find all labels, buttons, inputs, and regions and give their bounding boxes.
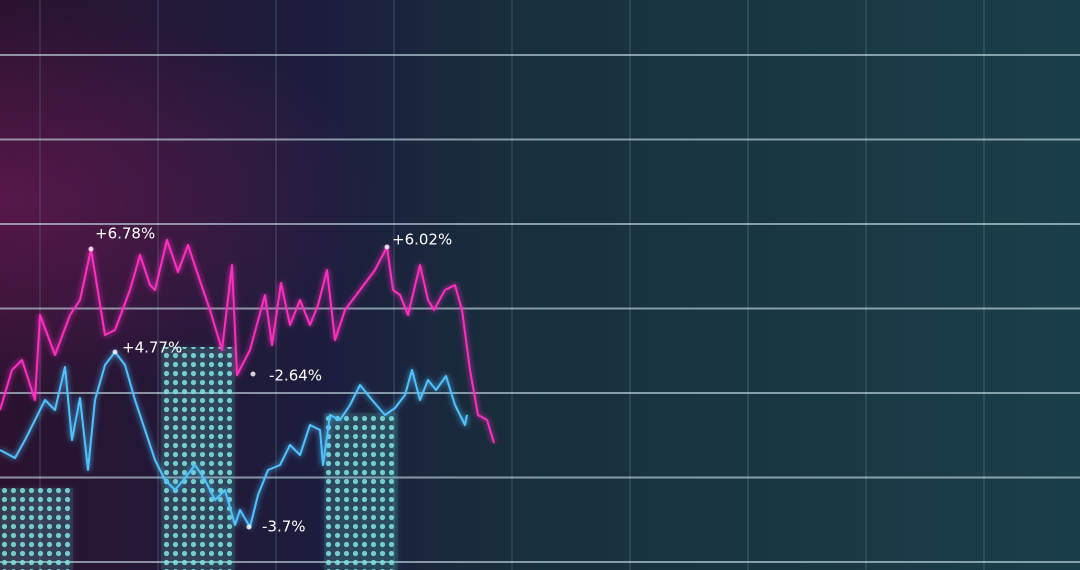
annotation-dot (112, 349, 118, 355)
annotation-dot (384, 244, 390, 250)
annotation-dot (246, 524, 252, 530)
annotation-label: +6.78% (95, 225, 155, 243)
bar (0, 488, 73, 570)
line (0, 239, 495, 444)
annotation-label: -2.64% (269, 367, 322, 385)
annotation-label: -3.7% (262, 518, 306, 536)
annotation-label: +6.02% (392, 231, 452, 249)
annotation-dot (88, 246, 94, 252)
bar (324, 413, 398, 570)
bar (161, 347, 235, 570)
annotation-dot (250, 371, 256, 377)
annotation-label: +4.77% (122, 339, 182, 357)
line (0, 351, 468, 528)
